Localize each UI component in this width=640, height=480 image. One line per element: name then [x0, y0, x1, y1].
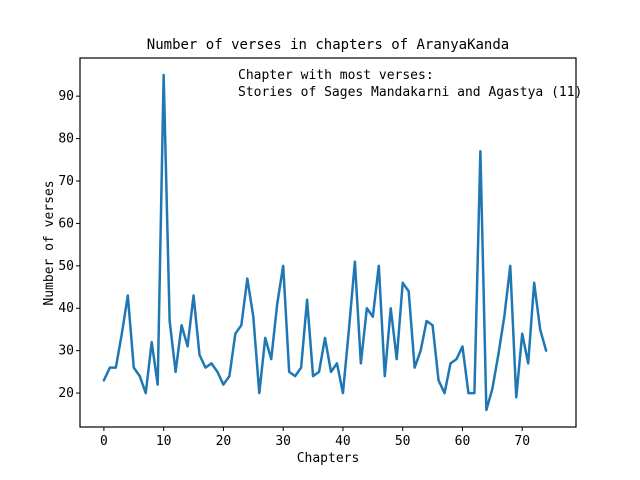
series-layer — [102, 73, 548, 412]
x-tick-label: 60 — [455, 434, 471, 449]
chart-annotation: Chapter with most verses: Stories of Sag… — [238, 68, 582, 100]
y-tick-label: 70 — [58, 174, 74, 189]
x-tick-label: 10 — [156, 434, 172, 449]
y-tick-label: 50 — [58, 259, 74, 274]
x-tick-label: 20 — [216, 434, 232, 449]
y-tick-label: 60 — [58, 216, 74, 231]
y-tick-label: 90 — [58, 89, 74, 104]
y-axis-label: Number of verses — [42, 180, 57, 305]
plot-area: 0 10 20 30 40 50 60 70 20 30 40 50 60 70 80 90 — [58, 57, 577, 449]
x-tick-label: 30 — [275, 434, 291, 449]
x-axis-label: Chapters — [297, 451, 360, 466]
y-tick-label: 40 — [58, 301, 74, 316]
plot-frame — [79, 57, 577, 428]
x-tick-label: 50 — [395, 434, 411, 449]
x-tick-label: 40 — [335, 434, 351, 449]
series-line-0 — [102, 73, 548, 412]
x-tick-label: 0 — [100, 434, 108, 449]
y-tick-label: 20 — [58, 386, 74, 401]
y-tick-label: 80 — [58, 132, 74, 147]
axis-labels: Chapters Number of verses — [42, 180, 359, 466]
annotation-line-1: Chapter with most verses: — [238, 68, 434, 83]
annotation-line-2: Stories of Sages Mandakarni and Agastya … — [238, 85, 582, 100]
chart-title: Number of verses in chapters of AranyaKa… — [147, 37, 509, 53]
x-tick-label: 70 — [514, 434, 530, 449]
y-tick-label: 30 — [58, 344, 74, 359]
